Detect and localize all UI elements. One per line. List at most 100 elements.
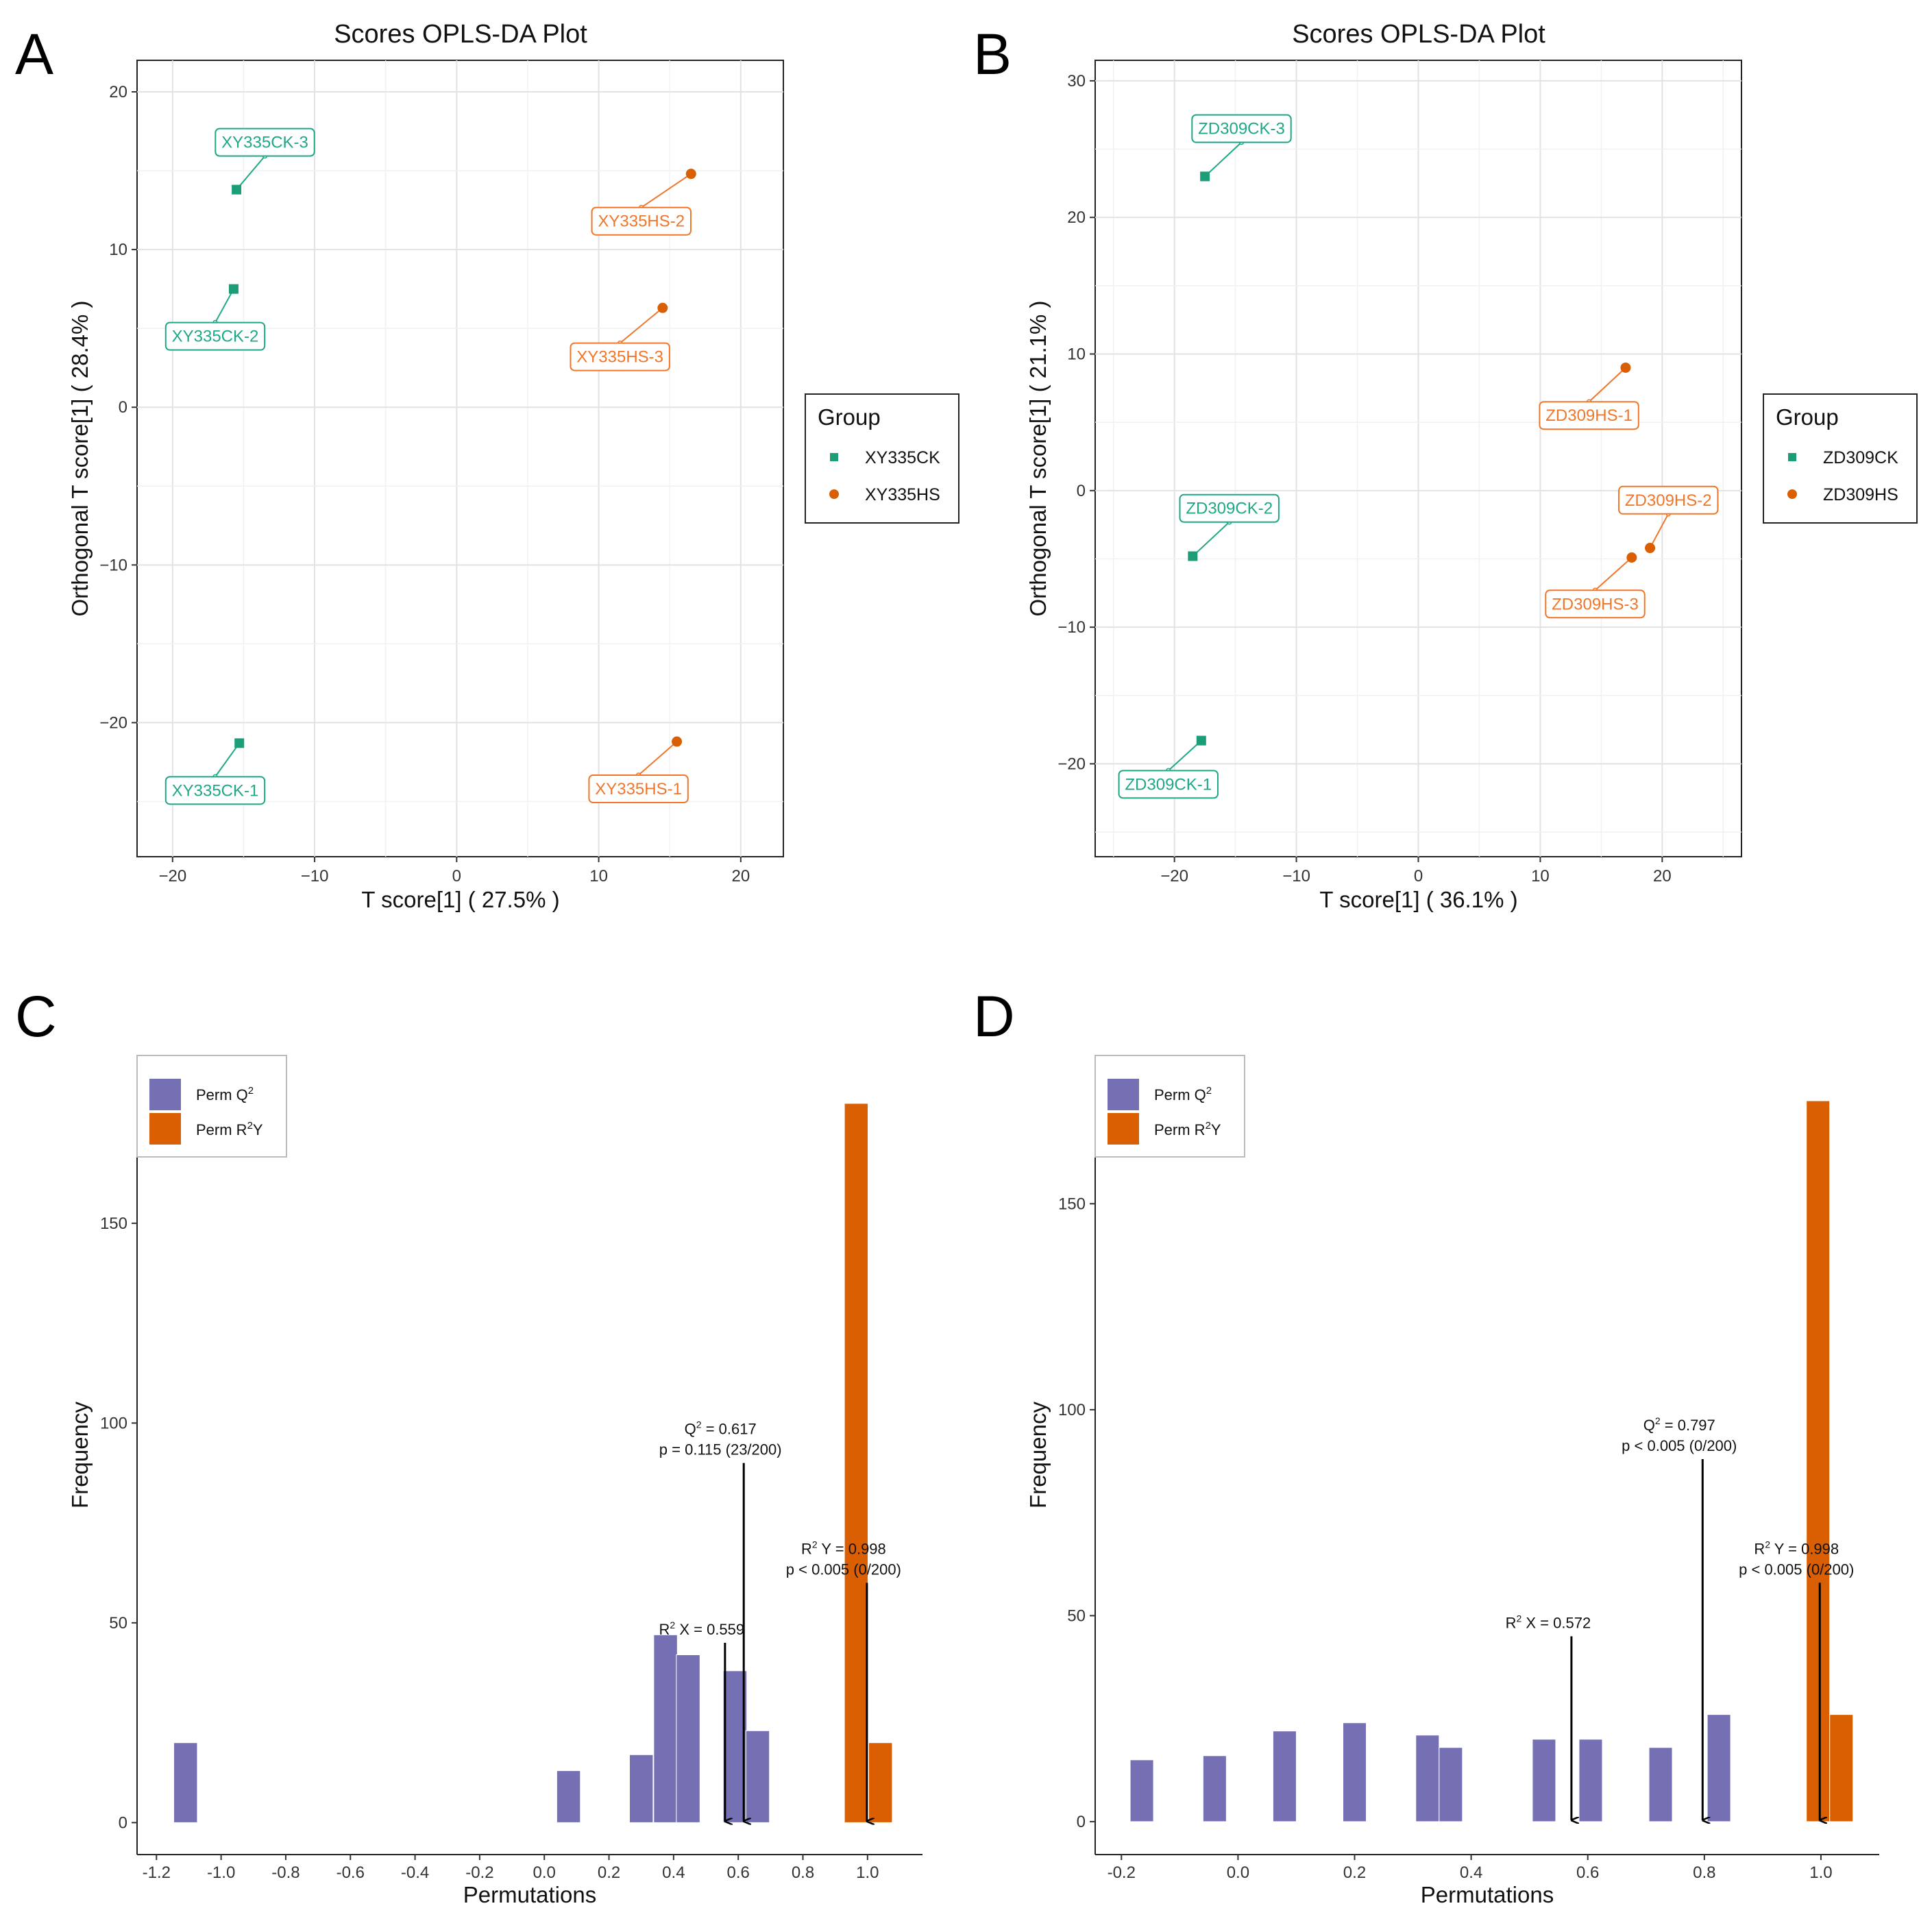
panel-a-ticks: −20 −10 0 10 20 −20 −10 0 10 20 [99, 83, 750, 885]
panel-letter-c: C [15, 984, 57, 1049]
panel-d-annotation-value: = 0.797 [1661, 1417, 1715, 1434]
panel-letter-a: A [15, 22, 53, 86]
panel-c-x-tick-label: 0.4 [662, 1863, 685, 1882]
panel-c-annotation-line: p < 0.005 (0/200) [786, 1561, 901, 1578]
panel-a-point-xy335ck-3 [232, 184, 242, 195]
panel-b-legend-label-ck: ZD309CK [1823, 448, 1898, 467]
panel-c-x-tick-label: -1.0 [207, 1863, 235, 1882]
panel-b-label-box [1545, 589, 1646, 619]
panel-b-label-zd309hs-2: ZD309HS-2 [1618, 485, 1719, 515]
panel-d-x-tick-label: 0.2 [1343, 1863, 1366, 1882]
panel-a-label-box [591, 206, 692, 236]
panel-a-legend-label-ck: XY335CK [865, 448, 940, 467]
panel-d-legend-r2y-base: Perm R [1154, 1121, 1206, 1138]
panel-d-legend-q2-base: Perm Q [1154, 1086, 1206, 1103]
panel-b-label-zd309ck-3: ZD309CK-3 [1191, 114, 1292, 143]
panel-c-x-tick-label: -1.2 [143, 1863, 171, 1882]
panel-a-points [228, 169, 696, 748]
panel-a-label-text: XY335HS-3 [576, 348, 663, 367]
panel-a-x-axis-title: T score[1] ( 27.5% ) [361, 887, 559, 912]
panel-d-bar-perm-q2 [1202, 1755, 1227, 1822]
panel-a-point-xy335hs-2 [685, 169, 696, 180]
panel-a-x-tick-label: 0 [452, 867, 461, 885]
panel-b-legend-key-ck [1788, 453, 1796, 461]
panel-a-label-text: XY335CK-1 [172, 781, 259, 800]
panel-a-label-xy335hs-1: XY335HS-1 [588, 774, 689, 804]
panel-b-y-tick-label: 10 [1067, 345, 1086, 364]
panel-a-label-xy335hs-3: XY335HS-3 [570, 342, 670, 371]
panel-c-legend-key-perm-q2 [149, 1079, 181, 1110]
panel-b-x-tick-label: 10 [1531, 867, 1550, 885]
panel-d-x-tick-label: 0.8 [1693, 1863, 1715, 1882]
panel-a-leader-line [236, 156, 266, 191]
panel-a-label-box [588, 774, 689, 804]
panel-a-y-tick-label: −10 [99, 556, 127, 574]
panel-d-annotation-symbol: R [1506, 1614, 1517, 1631]
panel-c-bar-perm-q2 [676, 1654, 700, 1823]
panel-b-label-zd309hs-3: ZD309HS-3 [1545, 589, 1646, 619]
panel-c-annotation-value: X = 0.559 [675, 1621, 744, 1638]
panel-c-annotation-line: Q2 = 0.617 [685, 1419, 757, 1438]
panel-d-legend-label-perm-q2: Perm Q2 [1154, 1085, 1212, 1103]
panel-d-annotation-line: Q2 = 0.797 [1643, 1415, 1715, 1434]
panel-a-scores-plot: A Scores OPLS-DA Plot −20 −10 0 10 20 −20 −10 0… [15, 20, 959, 912]
panel-letter-b: B [973, 22, 1012, 86]
panel-a-label-box [164, 321, 266, 351]
panel-c-annotation-value: Y = 0.998 [818, 1541, 886, 1558]
panel-a-leader-line [215, 289, 234, 323]
panel-c-annotations: R2 X = 0.559 Q2 = 0.617 p = 0.115 (23/200)… [659, 1419, 901, 1638]
panel-d-annotation-value: Y = 0.998 [1770, 1540, 1839, 1557]
panel-d-bars [1129, 1100, 1854, 1822]
panel-b-label-text: ZD309CK-1 [1125, 775, 1212, 794]
panel-b-leader-line [1594, 557, 1633, 591]
panel-a-legend-title: Group [818, 404, 881, 430]
panel-b-label-text: ZD309HS-2 [1625, 491, 1712, 510]
panel-c-y-tick-label: 0 [119, 1813, 127, 1832]
panel-d-x-tick-label: 1.0 [1809, 1863, 1832, 1882]
panel-c-x-tick-label: 0.6 [726, 1863, 749, 1882]
panel-b-point-zd309hs-1 [1620, 362, 1631, 373]
panel-b-y-tick-label: −10 [1057, 618, 1086, 637]
panel-a-y-axis-title: Orthogonal T score[1] ( 28.4% ) [67, 300, 93, 616]
panel-a-y-tick-label: 0 [119, 398, 127, 417]
panel-a-label-xy335ck-1: XY335CK-1 [164, 776, 266, 805]
panel-b-leader-line [1192, 522, 1230, 557]
panel-a-legend-key-hs [829, 489, 839, 499]
panel-b-leader-line [1168, 740, 1202, 772]
panel-c-legend-r2y-tail: Y [253, 1121, 263, 1138]
panel-a-y-tick-label: −20 [99, 713, 127, 732]
panel-a-label-xy335hs-2: XY335HS-2 [591, 206, 692, 236]
panel-c-annotation-line: p = 0.115 (23/200) [659, 1441, 782, 1458]
panel-c-legend: Perm Q2 Perm R2Y [136, 1055, 287, 1158]
panel-d-annotation-symbol: R [1754, 1540, 1765, 1557]
panel-c-ticks: -1.2 -1.0 -0.8 -0.6 -0.4 -0.2 0.0 0.2 0.4 0.6 0.8 1… [100, 1214, 879, 1882]
panel-d-y-tick-label: 50 [1067, 1606, 1086, 1625]
panel-a-point-xy335hs-3 [657, 302, 668, 313]
panel-c-bar-perm-q2 [173, 1742, 198, 1823]
panel-d-bar-perm-q2 [1415, 1735, 1440, 1822]
panel-a-plot-area [136, 60, 784, 857]
panel-b-label-text: ZD309CK-2 [1186, 500, 1273, 518]
panel-c-x-tick-label: 0.0 [533, 1863, 556, 1882]
panel-c-bar-perm-q2 [628, 1754, 654, 1823]
panel-a-label-xy335ck-2: XY335CK-2 [164, 321, 266, 351]
panel-a-label-box [215, 127, 315, 157]
panel-c-annotation-superscript: 2 [812, 1539, 818, 1550]
panel-c-x-tick-label: -0.2 [465, 1863, 493, 1882]
panel-b-gridlines [1095, 60, 1741, 857]
panel-c-x-tick-label: 1.0 [856, 1863, 879, 1882]
panel-b-label-text: ZD309HS-3 [1552, 595, 1639, 613]
panel-c-legend-q2-base: Perm Q [196, 1086, 248, 1103]
panel-a-gridlines [137, 60, 783, 857]
panel-a-legend-key-ck [830, 453, 838, 461]
panel-b-point-zd309hs-2 [1645, 543, 1656, 554]
panel-c-x-tick-label: -0.8 [271, 1863, 299, 1882]
panel-c-annotation-line: R2 X = 0.559 [659, 1619, 745, 1638]
panel-d-bar-perm-q2 [1532, 1739, 1556, 1822]
panel-c-y-axis-title: Frequency [67, 1402, 93, 1508]
panel-d-ticks: -0.2 0.0 0.2 0.4 0.6 0.8 1.0 0 50 100 150 [1058, 1195, 1833, 1882]
panel-b-point-zd309ck-1 [1196, 735, 1206, 746]
panel-c-bar-perm-q2 [653, 1634, 678, 1823]
